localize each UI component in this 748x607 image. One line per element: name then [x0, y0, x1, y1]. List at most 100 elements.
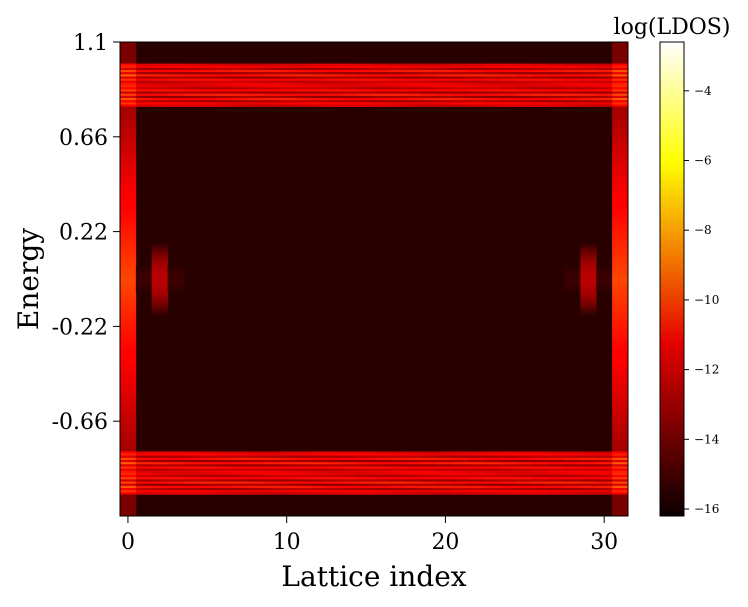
heatmap-cell: [453, 80, 470, 84]
heatmap-cell: [262, 466, 280, 469]
heatmap-cell: [612, 345, 628, 349]
heatmap-cell: [612, 386, 628, 390]
heatmap-cell: [374, 468, 391, 472]
heatmap-cell: [326, 457, 343, 461]
plot-frame: [119, 41, 629, 517]
heatmap-cell: [326, 485, 343, 489]
heatmap-cell: [612, 330, 628, 334]
heatmap-cell: [247, 468, 264, 472]
heatmap-cell: [580, 307, 597, 310]
heatmap-cell: [612, 268, 628, 271]
heatmap-cell: [612, 255, 628, 258]
heatmap-cell: [405, 485, 422, 489]
heatmap-cell: [612, 304, 628, 308]
heatmap-cell: [326, 475, 343, 478]
heatmap-cell: [580, 253, 597, 256]
heatmap-cell: [120, 378, 137, 381]
heatmap-cell: [516, 74, 534, 77]
heatmap-cell: [532, 67, 549, 71]
heatmap-cell: [231, 479, 248, 482]
heatmap-cell: [612, 128, 628, 131]
heatmap-cell: [405, 475, 422, 478]
heatmap-cell: [120, 268, 137, 271]
heatmap-cell: [120, 87, 137, 90]
heatmap-cell: [151, 455, 168, 459]
heatmap-cell: [596, 82, 613, 86]
heatmap-cell: [596, 78, 613, 82]
heatmap-cell: [151, 287, 168, 291]
heatmap-cell: [548, 91, 565, 94]
heatmap-cell: [612, 300, 628, 303]
heatmap-cell: [342, 470, 359, 474]
heatmap-cell: [612, 257, 628, 260]
heatmap-cell: [120, 182, 137, 185]
heatmap-cell: [532, 462, 549, 465]
heatmap-cell: [120, 169, 137, 172]
heatmap-cell: [453, 453, 470, 456]
heatmap-cell: [516, 102, 534, 105]
heatmap-cell: [612, 231, 628, 235]
heatmap-cell: [516, 475, 534, 478]
heatmap-cell: [596, 93, 613, 97]
heatmap-cell: [262, 85, 280, 88]
heatmap-cell: [120, 494, 137, 497]
heatmap-cell: [278, 481, 295, 484]
heatmap-cell: [326, 492, 343, 495]
heatmap-cell: [469, 451, 486, 454]
heatmap-cell: [151, 255, 168, 258]
heatmap-cell: [612, 462, 628, 465]
heatmap-cell: [548, 82, 565, 86]
heatmap-cell: [231, 453, 248, 456]
heatmap-cell: [167, 487, 184, 491]
heatmap-cell: [120, 212, 137, 215]
heatmap-cell: [326, 72, 343, 75]
heatmap-cell: [342, 82, 359, 86]
heatmap-cell: [612, 436, 628, 439]
heatmap-cell: [310, 464, 327, 467]
heatmap-cell: [167, 65, 184, 69]
heatmap-cell: [120, 117, 137, 120]
heatmap-cell: [120, 326, 137, 329]
heatmap-cell: [548, 104, 565, 107]
heatmap-cell: [358, 89, 375, 92]
heatmap-cell: [612, 65, 628, 69]
heatmap-cell: [612, 184, 628, 187]
heatmap-cell: [135, 78, 153, 82]
heatmap-cell: [516, 89, 534, 92]
heatmap-cell: [389, 490, 407, 493]
heatmap-cell: [421, 479, 438, 482]
heatmap-cell: [374, 102, 391, 105]
heatmap-cell: [501, 65, 518, 69]
heatmap-cell: [612, 171, 628, 174]
heatmap-cell: [421, 63, 438, 66]
heatmap-cell: [564, 459, 581, 463]
heatmap-cell: [135, 76, 153, 79]
heatmap-cell: [247, 74, 264, 77]
heatmap-cell: [342, 70, 359, 73]
heatmap-cell: [167, 100, 184, 103]
heatmap-cell: [310, 91, 327, 94]
heatmap-cell: [342, 72, 359, 75]
heatmap-cell: [612, 156, 628, 159]
heatmap-cell: [215, 82, 232, 86]
heatmap-cell: [120, 391, 137, 394]
heatmap-cell: [548, 89, 565, 92]
heatmap-cell: [183, 479, 200, 482]
heatmap-cell: [120, 119, 137, 123]
heatmap-cell: [167, 453, 184, 456]
heatmap-cell: [151, 302, 168, 306]
heatmap-cell: [612, 490, 628, 493]
heatmap-cell: [421, 490, 438, 493]
heatmap-cell: [437, 78, 454, 82]
heatmap-cell: [580, 490, 597, 493]
heatmap-cell: [183, 455, 200, 459]
heatmap-cell: [405, 89, 422, 92]
heatmap-cell: [501, 102, 518, 105]
heatmap-cell: [183, 470, 200, 474]
heatmap-cell: [501, 72, 518, 75]
heatmap-cell: [135, 490, 153, 493]
heatmap-cell: [437, 100, 454, 103]
heatmap-cell: [612, 335, 628, 338]
heatmap-cell: [120, 319, 137, 323]
heatmap-cell: [120, 343, 137, 347]
